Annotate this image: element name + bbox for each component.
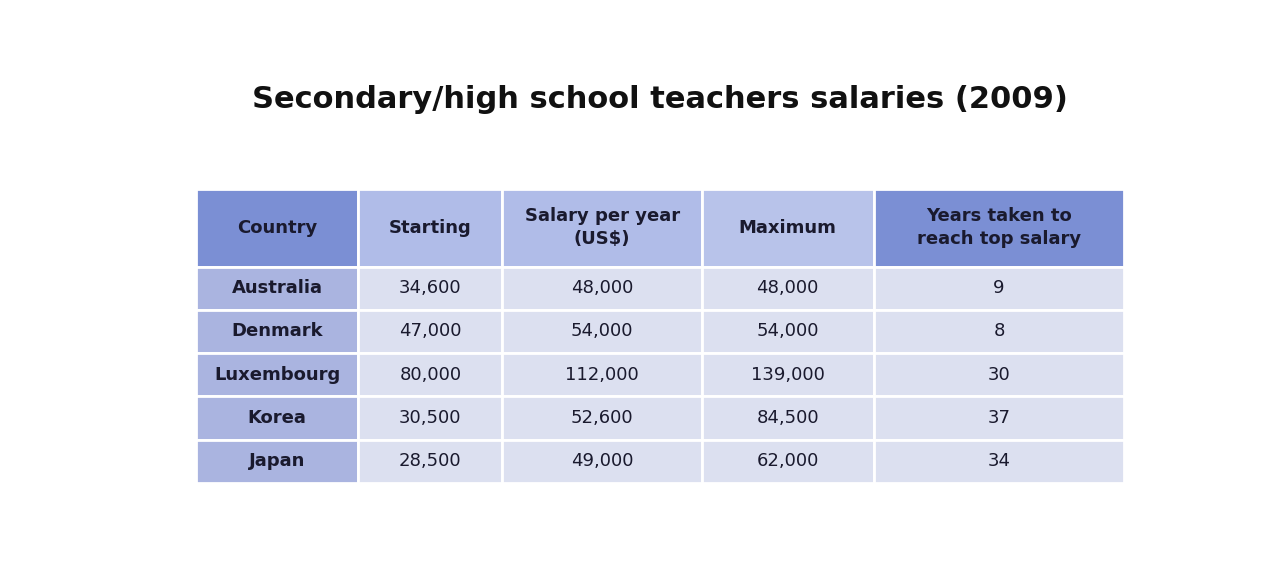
Bar xyxy=(502,189,702,266)
Text: Japan: Japan xyxy=(249,452,305,470)
Text: Salary per year
(US$): Salary per year (US$) xyxy=(524,207,680,248)
Bar xyxy=(502,353,702,396)
Bar xyxy=(502,310,702,353)
Text: Luxembourg: Luxembourg xyxy=(214,366,340,384)
Text: Maximum: Maximum xyxy=(739,219,837,237)
Text: 8: 8 xyxy=(993,323,1005,341)
Text: 52,600: 52,600 xyxy=(571,409,634,427)
Bar xyxy=(873,266,1124,310)
Bar xyxy=(358,353,502,396)
Text: 37: 37 xyxy=(988,409,1011,427)
Bar xyxy=(358,189,502,266)
Text: 28,500: 28,500 xyxy=(399,452,461,470)
Bar xyxy=(358,266,502,310)
Bar xyxy=(196,353,358,396)
Bar xyxy=(702,189,873,266)
Bar xyxy=(702,439,873,483)
Bar xyxy=(502,266,702,310)
Bar xyxy=(358,310,502,353)
Text: Korea: Korea xyxy=(247,409,307,427)
Text: Australia: Australia xyxy=(232,279,323,297)
Bar xyxy=(358,396,502,439)
Text: 54,000: 54,000 xyxy=(571,323,634,341)
Text: 49,000: 49,000 xyxy=(571,452,634,470)
Text: 139,000: 139,000 xyxy=(751,366,824,384)
Text: 54,000: 54,000 xyxy=(756,323,819,341)
Text: 48,000: 48,000 xyxy=(756,279,819,297)
Bar xyxy=(702,266,873,310)
Text: Denmark: Denmark xyxy=(232,323,323,341)
Text: 62,000: 62,000 xyxy=(756,452,819,470)
Text: 34,600: 34,600 xyxy=(399,279,461,297)
Bar xyxy=(196,439,358,483)
Bar xyxy=(358,439,502,483)
Bar xyxy=(702,310,873,353)
Text: Country: Country xyxy=(237,219,317,237)
Bar xyxy=(873,310,1124,353)
Bar xyxy=(502,396,702,439)
Text: 112,000: 112,000 xyxy=(565,366,639,384)
Text: 47,000: 47,000 xyxy=(399,323,461,341)
Bar xyxy=(873,439,1124,483)
Text: Years taken to
reach top salary: Years taken to reach top salary xyxy=(917,207,1081,248)
Bar xyxy=(196,396,358,439)
Bar xyxy=(196,189,358,266)
Bar xyxy=(702,353,873,396)
Bar xyxy=(873,396,1124,439)
Text: 84,500: 84,500 xyxy=(756,409,819,427)
Text: 9: 9 xyxy=(993,279,1005,297)
Text: 48,000: 48,000 xyxy=(571,279,634,297)
Text: 30,500: 30,500 xyxy=(399,409,461,427)
Text: Secondary/high school teachers salaries (2009): Secondary/high school teachers salaries … xyxy=(252,85,1068,114)
Text: 34: 34 xyxy=(988,452,1011,470)
Text: Starting: Starting xyxy=(389,219,471,237)
Bar xyxy=(196,266,358,310)
Bar xyxy=(502,439,702,483)
Text: 80,000: 80,000 xyxy=(399,366,461,384)
Bar xyxy=(873,189,1124,266)
Bar xyxy=(873,353,1124,396)
Bar xyxy=(702,396,873,439)
Bar xyxy=(196,310,358,353)
Text: 30: 30 xyxy=(988,366,1010,384)
